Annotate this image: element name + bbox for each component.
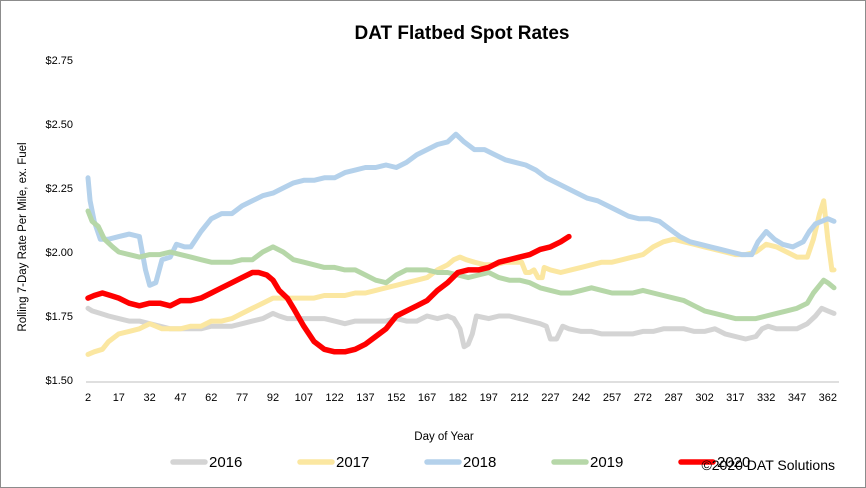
x-tick-label: 317 [726,392,744,404]
x-tick-label: 257 [603,392,621,404]
x-tick-label: 2 [85,392,91,404]
x-tick-label: 197 [480,392,498,404]
series-line-2016 [85,305,837,350]
x-axis-label: Day of Year [414,431,474,443]
x-tick-label: 122 [325,392,343,404]
legend-label-2018: 2018 [463,454,496,471]
legend: 2016 2017 2018 2019 2020 [170,454,750,471]
x-tick-label: 347 [788,392,806,404]
x-tick-label: 272 [634,392,652,404]
y-axis-label: Rolling 7-Day Rate Per Mile, ex. Fuel [17,142,29,331]
x-tick-label: 32 [144,392,156,404]
x-tick-label: 77 [236,392,248,404]
x-tick-label: 47 [174,392,186,404]
legend-label-2016: 2016 [209,454,242,471]
x-tick-label: 182 [449,392,467,404]
x-tick-label: 152 [387,392,405,404]
x-tick-label: 287 [665,392,683,404]
y-tick-label: $2.75 [45,55,73,67]
x-tick-label: 242 [572,392,590,404]
copyright-note: ©2020 DAT Solutions [701,457,835,473]
x-tick-label: 167 [418,392,436,404]
y-tick-label: $2.50 [45,119,73,131]
x-tick-label: 137 [356,392,374,404]
y-tick-label: $1.75 [45,311,73,323]
y-tick-label: $1.50 [45,375,73,387]
x-tick-label: 212 [510,392,528,404]
y-tick-label: $2.00 [45,247,73,259]
x-tick-label: 302 [695,392,713,404]
series-group [85,131,837,357]
legend-label-2019: 2019 [590,454,623,471]
legend-label-2017: 2017 [336,454,369,471]
x-tick-label: 227 [541,392,559,404]
series-line-2020 [85,233,572,355]
x-tick-label: 107 [295,392,313,404]
y-axis: $1.50 $1.75 $2.00 $2.25 $2.50 $2.75 [45,55,73,387]
x-axis: 2 17 32 47 62 77 92 107 122 137 152 167 182 197 212 227… [85,392,837,404]
chart-title: DAT Flatbed Spot Rates [355,23,570,44]
x-tick-label: 332 [757,392,775,404]
x-tick-label: 92 [267,392,279,404]
x-tick-label: 62 [205,392,217,404]
series-line-2019 [85,208,837,322]
y-tick-label: $2.25 [45,183,73,195]
x-tick-label: 17 [113,392,125,404]
legend-label-2020: 2020 [717,454,750,471]
series-line-2018 [85,131,837,288]
x-tick-label: 362 [819,392,837,404]
